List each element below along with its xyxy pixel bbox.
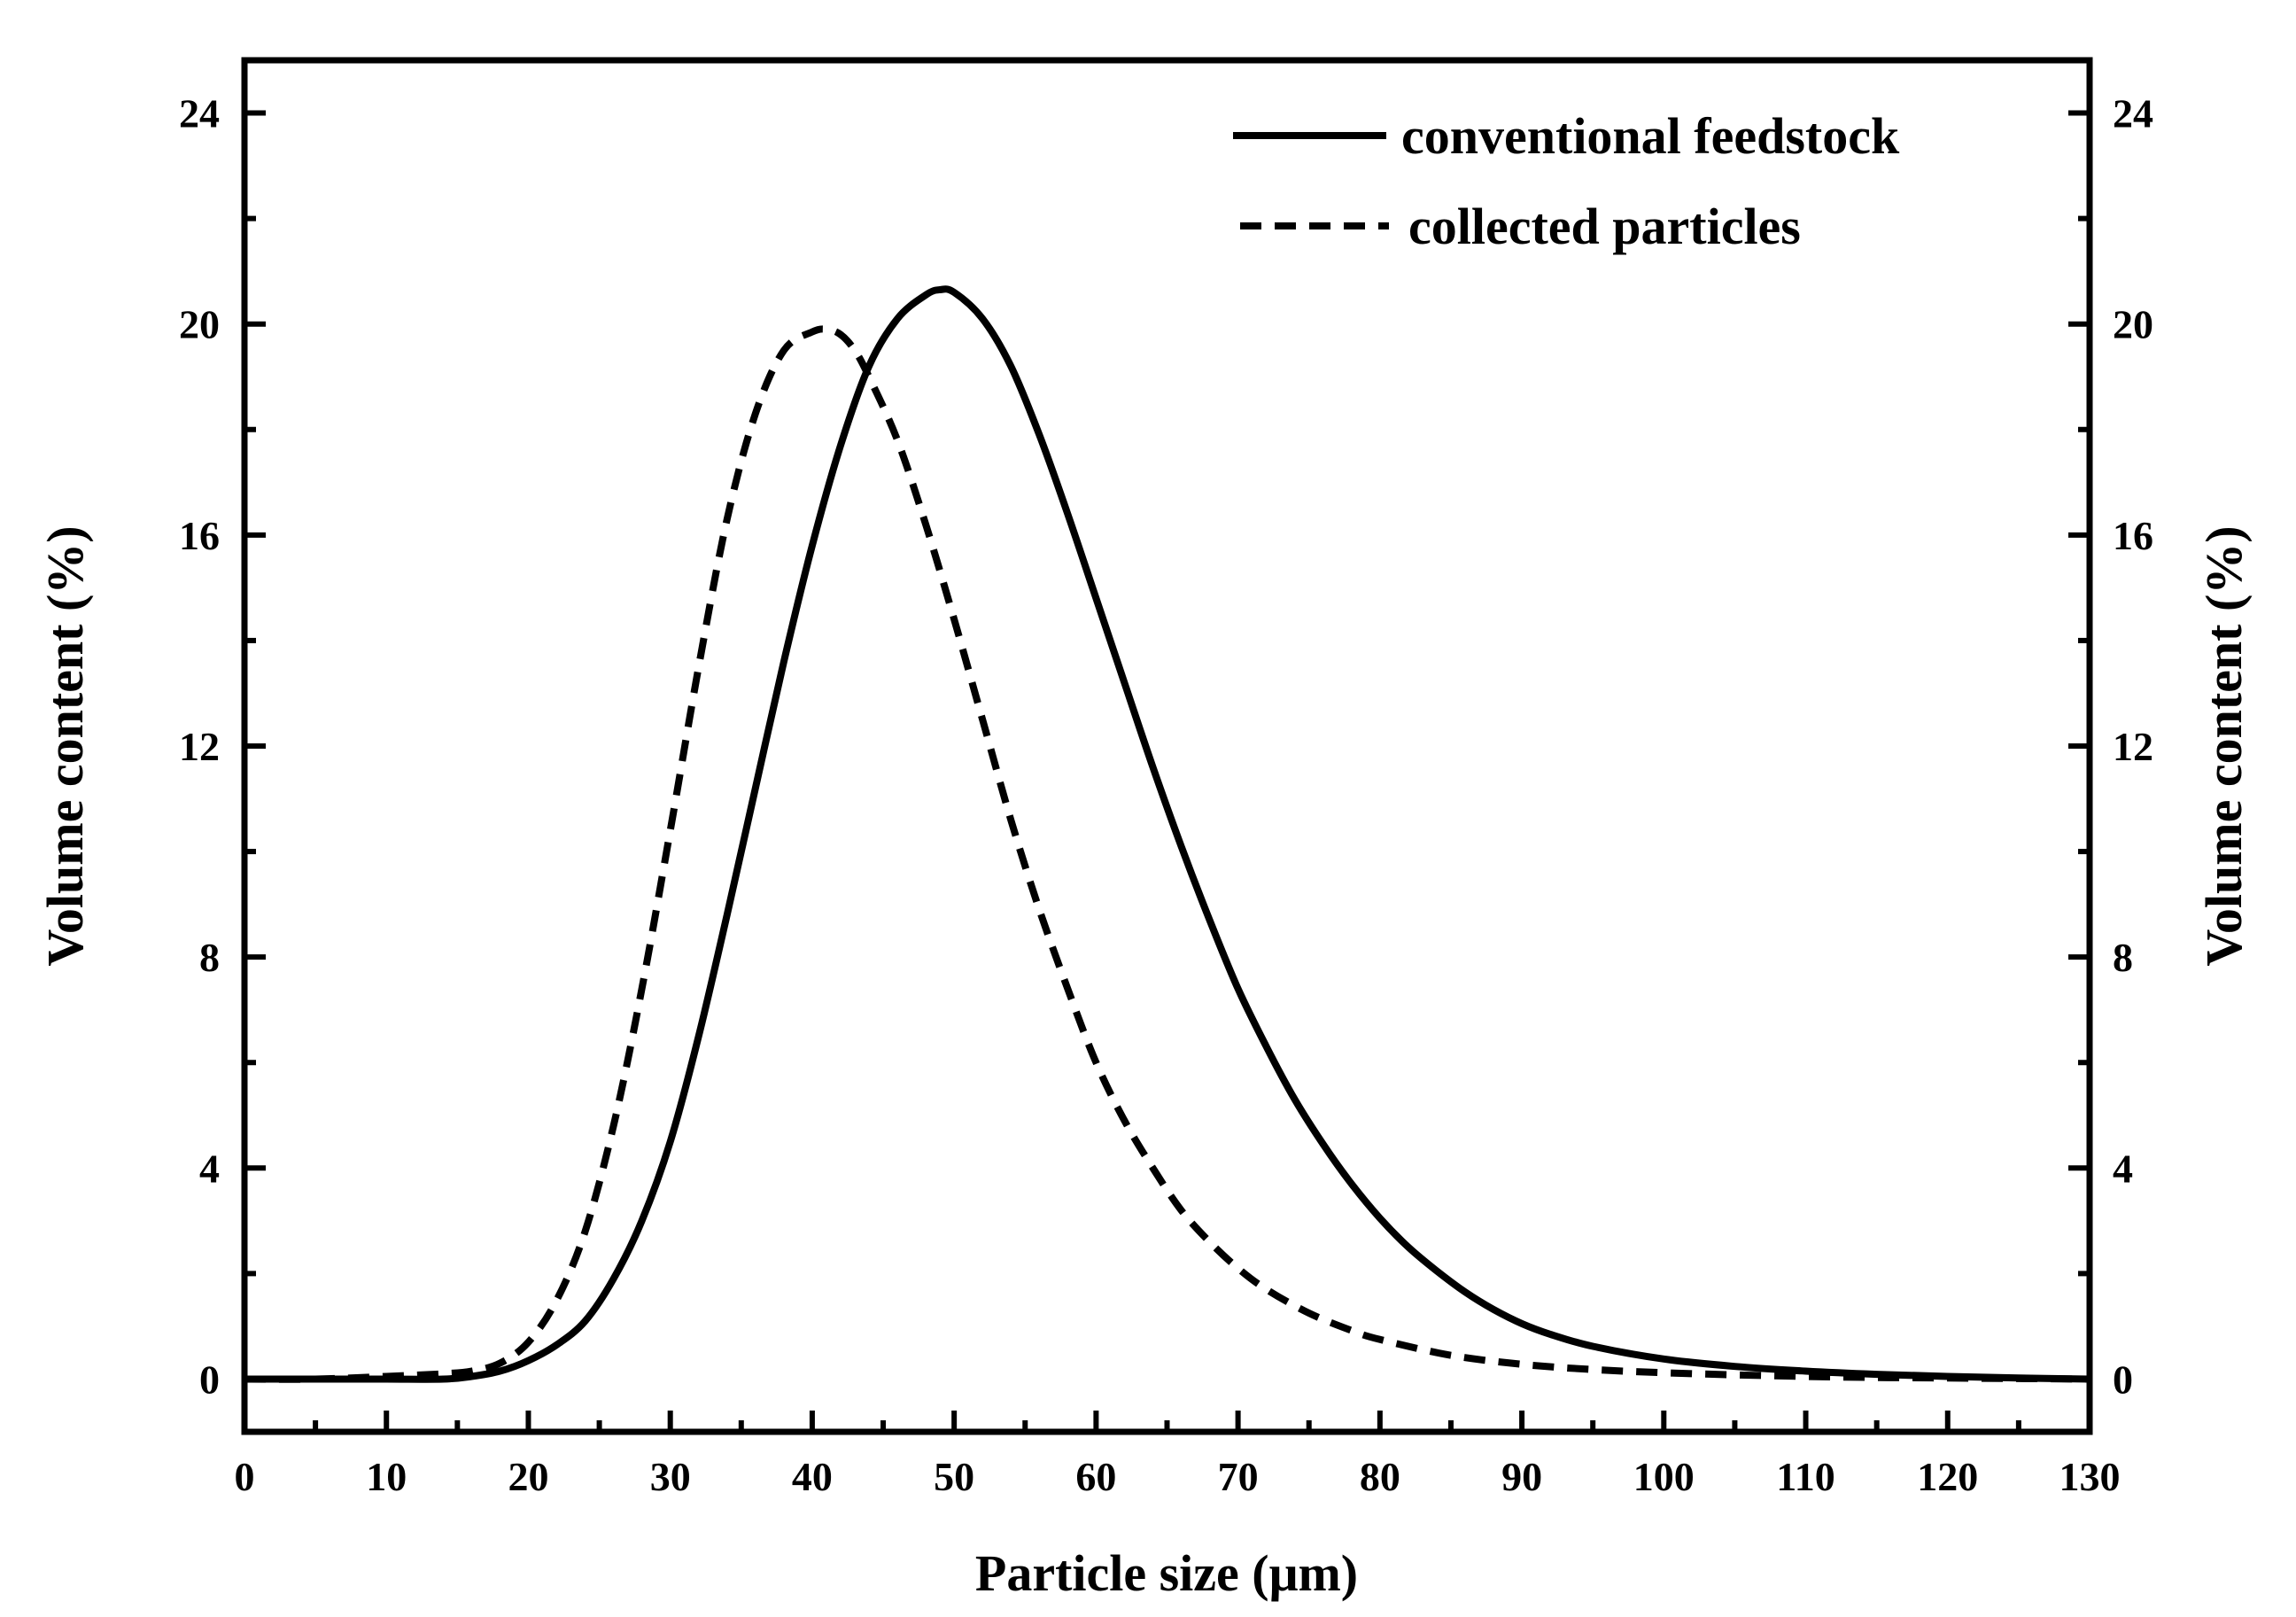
legend-label-conventional-feedstock: conventional feedstock [1401, 107, 1900, 165]
y-tick-label-left: 24 [179, 91, 220, 136]
x-tick-label: 0 [235, 1454, 255, 1499]
y-tick-label-right: 4 [2113, 1146, 2133, 1191]
y-tick-label-left: 0 [199, 1357, 220, 1402]
y-tick-label-right: 20 [2113, 302, 2153, 347]
y-axis-title-left: Volume content (%) [36, 525, 94, 966]
series-line-collected-particles [244, 325, 2090, 1383]
x-tick-label: 60 [1075, 1454, 1116, 1499]
series-line-conventional-feedstock [244, 285, 2090, 1383]
x-axis-title: Particle size (μm) [975, 1544, 1358, 1602]
y-tick-label-right: 12 [2113, 724, 2153, 769]
legend: conventional feedstock collected particl… [1233, 107, 1900, 255]
x-tick-label: 80 [1360, 1454, 1400, 1499]
x-tick-label: 90 [1501, 1454, 1542, 1499]
x-tick-label: 30 [650, 1454, 691, 1499]
y-tick-label-left: 4 [199, 1146, 220, 1191]
x-tick-label: 40 [792, 1454, 833, 1499]
ticks-group [242, 110, 2092, 1432]
y-tick-label-left: 16 [179, 513, 220, 558]
x-tick-label: 70 [1218, 1454, 1259, 1499]
y-tick-label-right: 16 [2113, 513, 2153, 558]
y-tick-label-left: 12 [179, 724, 220, 769]
x-tick-label: 110 [1776, 1454, 1834, 1499]
x-tick-label: 130 [2059, 1454, 2121, 1499]
y-axis-title-right: Volume content (%) [2195, 525, 2253, 966]
y-tick-label-right: 0 [2113, 1357, 2133, 1402]
tick-labels-group: 0 10 20 30 40 50 60 70 80 90 100 110 120 130 0 0 4 4 8 8 12 1… [179, 91, 2153, 1499]
y-tick-label-right: 24 [2113, 91, 2153, 136]
x-tick-label: 50 [934, 1454, 974, 1499]
x-tick-label: 100 [1633, 1454, 1695, 1499]
x-tick-label: 10 [366, 1454, 407, 1499]
series-group [244, 285, 2090, 1383]
legend-label-collected-particles: collected particles [1408, 198, 1801, 255]
x-tick-label: 20 [508, 1454, 548, 1499]
x-tick-label: 120 [1917, 1454, 1978, 1499]
y-tick-label-right: 8 [2113, 935, 2133, 980]
y-tick-label-left: 8 [199, 935, 220, 980]
y-tick-label-left: 20 [179, 302, 220, 347]
